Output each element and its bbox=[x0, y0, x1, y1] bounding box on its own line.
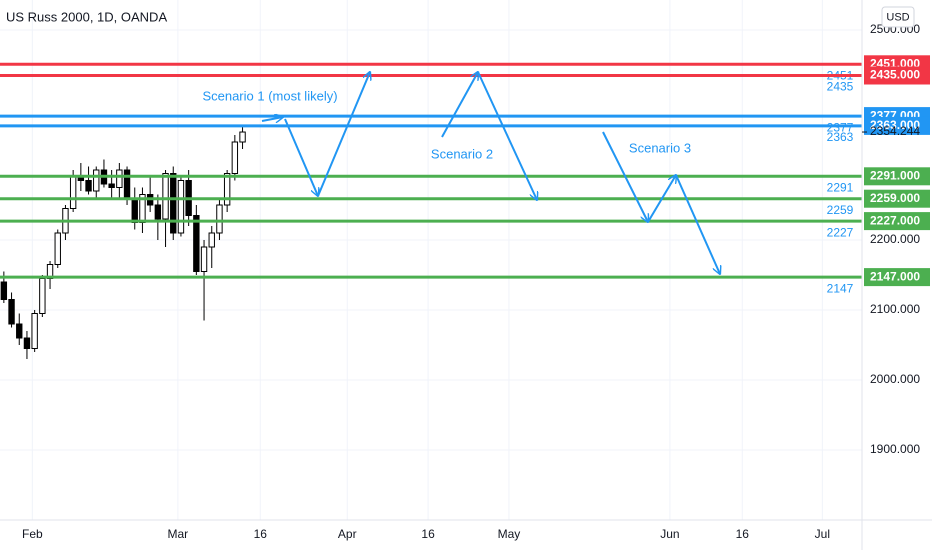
level-text: 2291 bbox=[827, 180, 854, 194]
x-tick-label: 16 bbox=[254, 527, 268, 541]
level-text: 2147 bbox=[827, 281, 854, 295]
candle-body bbox=[108, 183, 115, 189]
y-tick-label: 2200.000 bbox=[870, 232, 920, 246]
arrow bbox=[647, 175, 676, 223]
candle-body bbox=[231, 141, 239, 175]
candle-body bbox=[239, 131, 246, 143]
level-price-box bbox=[864, 66, 930, 85]
level-text: 2363 bbox=[827, 130, 854, 144]
level-price-label: 2291.000 bbox=[870, 168, 920, 182]
y-tick-label: 2000.000 bbox=[870, 372, 920, 386]
candle-body bbox=[69, 176, 77, 210]
currency-button[interactable] bbox=[881, 6, 915, 28]
annotation: Scenario 3 bbox=[629, 140, 691, 155]
level-text: 2259 bbox=[827, 203, 854, 217]
candle-body bbox=[8, 299, 15, 325]
level-price-label: 2259.000 bbox=[870, 191, 920, 205]
candle-body bbox=[93, 169, 100, 192]
y-tick-label: 1900.000 bbox=[870, 442, 920, 456]
level-price-box bbox=[864, 212, 930, 231]
level-price-label: 2363.000 bbox=[870, 118, 920, 132]
x-tick-label: May bbox=[498, 527, 521, 541]
candle-body bbox=[170, 173, 177, 234]
x-tick-label: Apr bbox=[338, 527, 357, 541]
x-tick-label: 16 bbox=[736, 527, 750, 541]
level-price-label: 2147.000 bbox=[870, 269, 920, 283]
x-tick-label: Jun bbox=[660, 527, 679, 541]
grid bbox=[0, 0, 862, 520]
annotation: Scenario 1 (most likely) bbox=[202, 88, 337, 103]
candle-body bbox=[54, 232, 61, 266]
arrow bbox=[477, 71, 537, 200]
x-tick-label: Mar bbox=[168, 527, 189, 541]
currency-label[interactable]: USD bbox=[886, 11, 909, 23]
arrow bbox=[602, 131, 648, 222]
candle-body bbox=[162, 173, 169, 220]
x-tick-label: 16 bbox=[421, 527, 435, 541]
level-price-box bbox=[864, 116, 930, 135]
candle-body bbox=[208, 232, 215, 248]
candle-body bbox=[216, 204, 223, 234]
candle-body bbox=[123, 169, 131, 199]
level-text: 2227 bbox=[827, 225, 854, 239]
annotation: Scenario 2 bbox=[431, 146, 493, 161]
candle-body bbox=[85, 180, 92, 192]
candle-body bbox=[177, 180, 185, 234]
y-tick-label: 2100.000 bbox=[870, 302, 920, 316]
x-tick-label: Jul bbox=[815, 527, 830, 541]
candle-body bbox=[200, 246, 208, 273]
candle-body bbox=[131, 197, 138, 224]
candle-body bbox=[223, 173, 231, 206]
arrow bbox=[441, 72, 478, 138]
candle-body bbox=[23, 337, 31, 350]
candle-body bbox=[39, 278, 46, 315]
candle-body bbox=[16, 323, 23, 339]
last-price-label: 2354.244 bbox=[870, 124, 920, 138]
x-tick-label: Feb bbox=[22, 527, 43, 541]
scenario-arrows bbox=[261, 71, 720, 274]
level-price-label: 2435.000 bbox=[870, 68, 920, 82]
level-price-box bbox=[864, 167, 930, 186]
chart-title: US Russ 2000, 1D, OANDA bbox=[6, 9, 167, 24]
plot: 24512435237723632291225922272147 bbox=[0, 62, 862, 360]
candle-body bbox=[193, 215, 200, 273]
candle-body bbox=[154, 204, 162, 220]
candle-body bbox=[31, 313, 38, 350]
arrow bbox=[317, 72, 370, 197]
arrow bbox=[675, 174, 720, 274]
level-price-box bbox=[864, 189, 930, 208]
level-price-box bbox=[864, 268, 930, 287]
candle-body bbox=[0, 281, 8, 301]
candle-body bbox=[116, 169, 123, 189]
arrow bbox=[261, 117, 283, 121]
level-price-label: 2227.000 bbox=[870, 213, 920, 227]
arrow bbox=[284, 118, 318, 196]
level-text: 2435 bbox=[827, 80, 854, 94]
